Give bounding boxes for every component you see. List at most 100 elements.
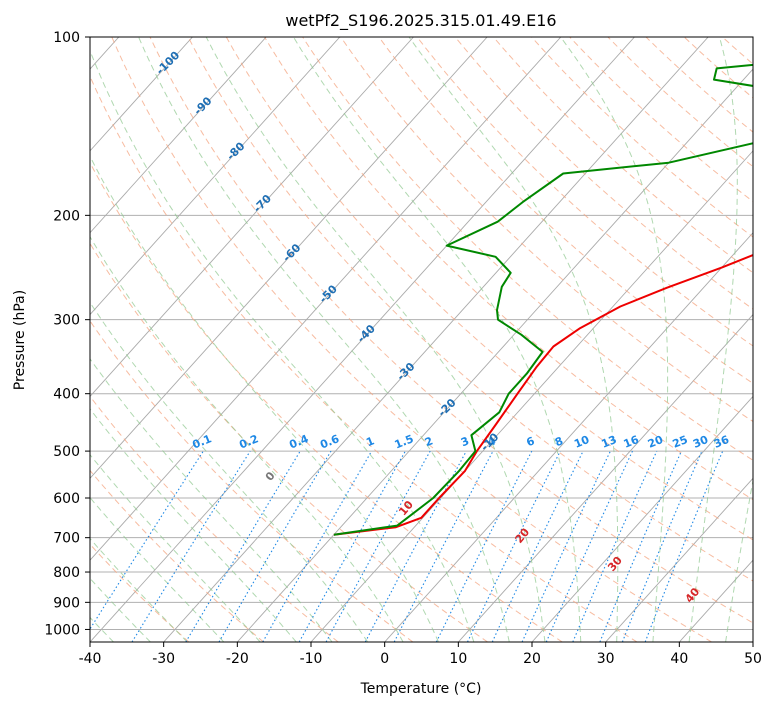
y-tick-label: 900 [53, 595, 80, 611]
moist-adiabat [560, 37, 669, 642]
mixing-ratio-line [218, 450, 332, 642]
moist-adiabat [725, 477, 753, 642]
sounding-series-line [333, 253, 753, 536]
dry-adiabat [90, 75, 638, 642]
moist-adiabat [90, 155, 439, 642]
dry-adiabat [493, 37, 753, 274]
x-tick-label: 20 [523, 651, 541, 667]
dry-adiabat [340, 37, 753, 423]
dry-adiabat [90, 395, 339, 642]
mixing-ratio-line [131, 450, 251, 642]
moist-adiabat [90, 453, 261, 642]
x-tick-label: 50 [744, 651, 762, 667]
mixing-ratio-label: 0.2 [237, 432, 260, 451]
mixing-ratio-line [599, 450, 682, 642]
moist-adiabat [90, 496, 225, 642]
dry-adiabat [225, 37, 753, 541]
moist-adiabat [408, 37, 619, 642]
mixing-ratio-label: 30 [691, 433, 710, 451]
isotherm [384, 232, 753, 642]
y-tick-label: 100 [53, 30, 80, 46]
y-tick-label: 200 [53, 208, 80, 224]
mixing-ratio-line [491, 450, 584, 642]
dry-adiabat [149, 37, 753, 624]
isotherm [90, 37, 635, 642]
y-tick-label: 800 [53, 565, 80, 581]
y-tick-label: 500 [53, 444, 80, 460]
dry-adiabat [416, 37, 753, 347]
mixing-ratio-label: 10 [572, 433, 591, 451]
isotherm [236, 68, 753, 642]
isotherm [605, 477, 753, 642]
x-tick-label: -30 [152, 651, 175, 667]
y-axis-label: Pressure (hPa) [12, 290, 28, 390]
isotherm [163, 37, 709, 642]
dry-adiabat [454, 37, 753, 310]
moist-adiabat [90, 49, 475, 642]
mixing-ratio-label: 1.5 [393, 432, 416, 451]
line-labels: 0.1 0.2 0.4 0.6 1 1.5 2 3 4 6 8 10 13 16 20 25 30 36-100-… [154, 48, 732, 605]
x-tick-label: 30 [597, 651, 615, 667]
moist-adiabat [90, 301, 369, 642]
x-tick-label: -20 [226, 651, 249, 667]
dry-adiabat [264, 37, 753, 501]
mixing-ratio-line [545, 450, 633, 642]
moist-adiabat [138, 37, 510, 642]
x-tick-label: 0 [380, 651, 389, 667]
mixing-ratio-label: 25 [671, 433, 690, 451]
isotherm [90, 37, 341, 316]
moist-adiabat [90, 537, 188, 642]
x-tick-label: -40 [79, 651, 102, 667]
sounding-series-line [333, 63, 753, 536]
mixing-ratio-line [185, 450, 301, 642]
mixing-ratio-label: 0.4 [287, 432, 310, 451]
plot-frame [89, 36, 754, 643]
mixing-ratio-label: 3 [459, 434, 471, 449]
mixing-ratio-label: 1 [364, 434, 376, 449]
isotherm [90, 37, 488, 479]
mixing-ratio-label: 0.1 [191, 432, 214, 451]
pressure-gridlines [90, 37, 753, 630]
isotherm [90, 37, 193, 152]
dry-adiabats [90, 37, 753, 642]
mixing-ratio-line [621, 450, 703, 642]
mixing-ratio-line [572, 450, 658, 642]
mixing-ratio-line [521, 450, 611, 642]
isotherm-lines [90, 37, 753, 642]
mixing-ratio-line [90, 450, 204, 631]
dry-adiabat [90, 469, 264, 642]
mixing-ratio-line [262, 450, 373, 642]
mixing-ratio-line [325, 450, 431, 642]
moist-adiabat-label: 10 [396, 498, 416, 518]
x-axis-ticks: -40 -30 -20 -10 0 10 20 30 40 50 [79, 642, 762, 667]
dry-adiabat [90, 242, 488, 642]
dry-adiabat [111, 37, 712, 642]
y-tick-label: 400 [53, 387, 80, 403]
mixing-ratio-label: 6 [525, 434, 537, 449]
y-axis-ticks: 100 200 300 400 500 600 700 800 900 1000 [44, 30, 90, 638]
y-tick-label: 300 [53, 313, 80, 329]
moist-adiabats [90, 37, 775, 642]
dry-adiabat [378, 37, 753, 384]
y-tick-label: 700 [53, 531, 80, 547]
mixing-ratio-line [467, 450, 561, 642]
dry-adiabat [187, 37, 753, 582]
moist-adiabat [90, 408, 297, 642]
moist-adiabat [90, 235, 404, 642]
chart-title: wetPf2_S196.2025.315.01.49.E16 [285, 11, 556, 31]
y-tick-label: 1000 [44, 622, 80, 638]
isotherm [90, 37, 267, 234]
mixing-ratio-lines [90, 450, 724, 642]
isotherm [457, 313, 753, 642]
x-axis-label: Temperature (°C) [360, 681, 482, 697]
mixing-ratio-label: 2 [423, 434, 435, 449]
moist-adiabat [90, 577, 151, 642]
mixing-ratio-line [298, 450, 406, 642]
dry-adiabat [645, 37, 753, 133]
moist-adiabat [762, 37, 775, 642]
isotherm [90, 37, 414, 398]
y-tick-label: 600 [53, 491, 80, 507]
isotherm [90, 37, 562, 561]
x-tick-label: 40 [670, 651, 688, 667]
